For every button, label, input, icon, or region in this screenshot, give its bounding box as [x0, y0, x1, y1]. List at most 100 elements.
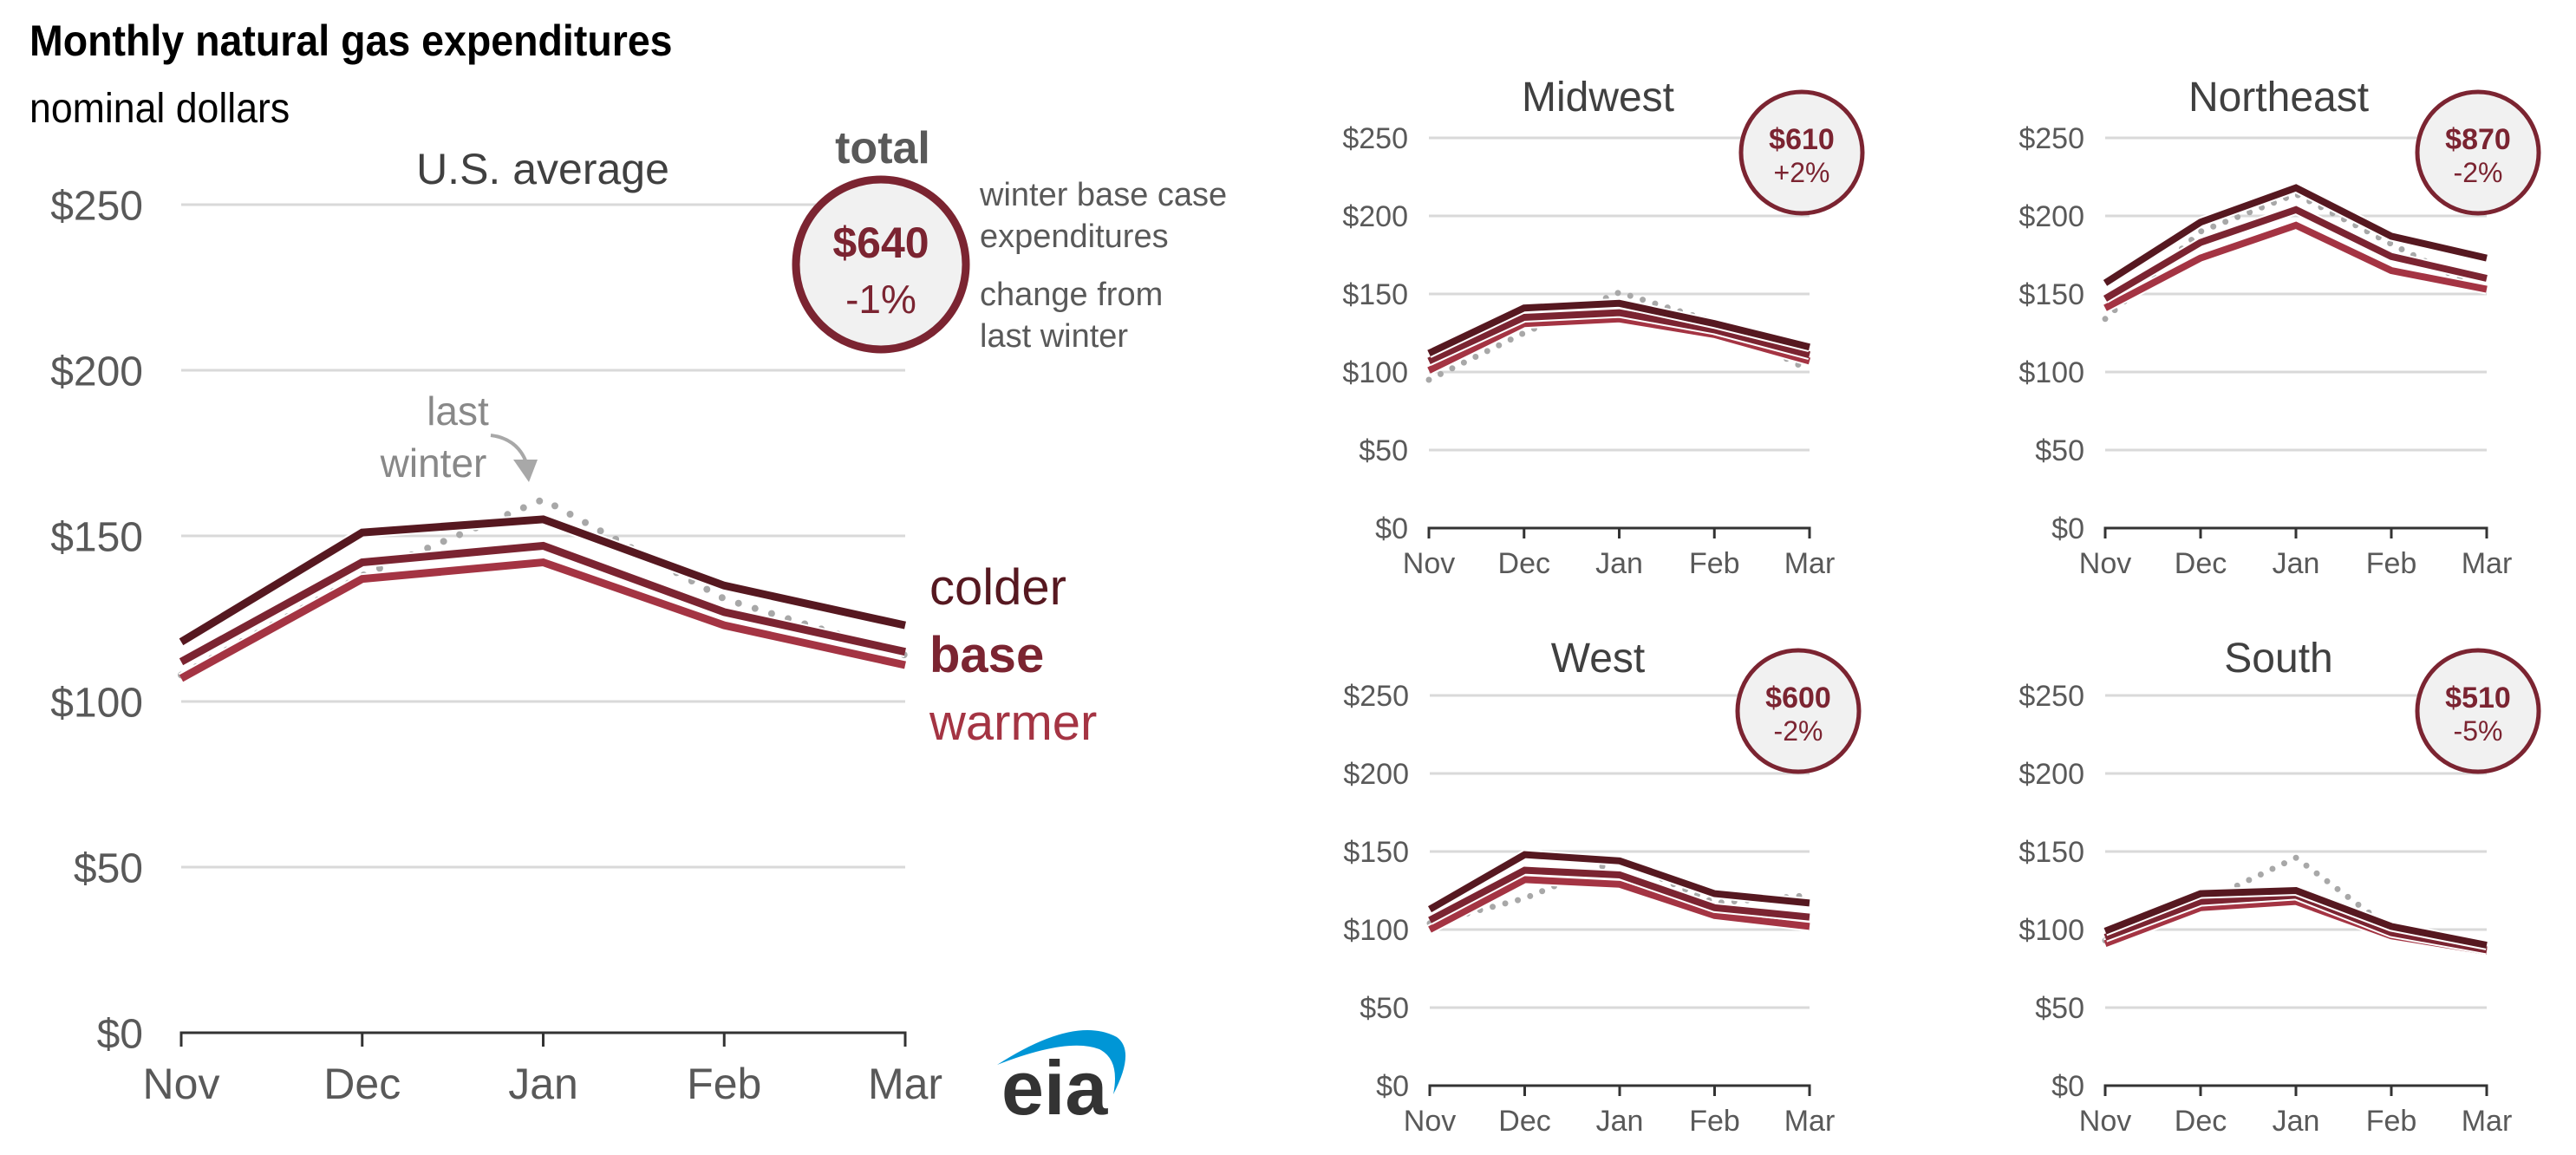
chart-panel-midwest: Midwest $0 $50 $100 $150 $200 $250 Nov Dec Jan Feb… [1342, 75, 1865, 580]
x-tick-label: Jan [508, 1060, 578, 1108]
badge-total-value: $640 [832, 219, 929, 267]
x-tick-label: Feb [687, 1060, 761, 1108]
y-tick-label: $250 [2018, 122, 2084, 155]
total-badge: $870-2% [2415, 89, 2541, 216]
badge-change-value: -5% [2454, 715, 2503, 747]
badge-total-value: $510 [2445, 682, 2511, 715]
series-line-last-winter [178, 495, 909, 679]
chart-panel-northeast: Northeast $0 $50 $100 $150 $200 $250 Nov Dec Jan F… [2018, 75, 2541, 580]
y-tick-label: $0 [2051, 1070, 2084, 1103]
x-tick-label: Nov [1403, 547, 1455, 580]
x-tick-label: Mar [868, 1060, 942, 1108]
x-tick-label: Jan [1595, 547, 1643, 580]
y-tick-label: $250 [1342, 122, 1408, 155]
series-line-last-winter [2102, 854, 2490, 956]
panel-title: West [1551, 636, 1645, 682]
chart-subtitle: nominal dollars [29, 86, 290, 132]
badge-circle [792, 175, 970, 354]
badge-total-value: $870 [2445, 123, 2511, 156]
series-line-colder [2103, 886, 2488, 949]
y-tick-label: $250 [50, 183, 143, 229]
y-tick-label: $100 [1343, 914, 1409, 947]
badge-circle [2415, 648, 2541, 774]
series-line-colder [1428, 851, 1810, 913]
y-tick-label: $50 [1359, 434, 1408, 467]
total-badge: $510-5% [2415, 648, 2541, 774]
x-tick-label: Feb [2366, 1105, 2417, 1138]
legend-base: base [929, 627, 1044, 683]
x-tick-label: Feb [1689, 547, 1740, 580]
eia-logo-text: eia [1001, 1045, 1108, 1131]
y-tick-label: $50 [74, 845, 143, 891]
y-tick-label: $50 [1360, 992, 1409, 1025]
y-tick-label: $150 [50, 514, 143, 560]
panel-title: Midwest [1522, 75, 1674, 121]
y-tick-label: $0 [1375, 512, 1408, 545]
chart-title: Monthly natural gas expenditures [29, 16, 673, 65]
y-tick-label: $100 [2018, 356, 2084, 389]
y-tick-label: $150 [1342, 278, 1408, 311]
chart-panel-south: South $0 $50 $100 $150 $200 $250 Nov Dec Jan Feb Ma… [2018, 636, 2541, 1138]
badge-circle [1735, 648, 1862, 774]
eia-logo: eia [997, 1029, 1126, 1131]
x-tick-label: Feb [2366, 547, 2417, 580]
total-badge: $610+2% [1738, 89, 1865, 216]
panel-title: U.S. average [416, 145, 669, 193]
series-line-colder [2103, 184, 2488, 286]
panel-title: Northeast [2188, 75, 2369, 121]
x-tick-label: Dec [2175, 547, 2227, 580]
badge-change-value: +2% [1774, 157, 1830, 188]
y-tick-label: $200 [1343, 758, 1409, 791]
x-tick-label: Jan [1596, 1105, 1644, 1138]
x-tick-label: Dec [1498, 1105, 1550, 1138]
series-line-base [1428, 866, 1810, 923]
y-tick-label: $100 [50, 680, 143, 726]
badge-change-value: -2% [2454, 157, 2503, 188]
badge-change-value: -2% [1774, 715, 1823, 747]
series-line-base [1427, 309, 1811, 365]
series-line-warmer [179, 558, 906, 682]
y-tick-label: $250 [2018, 680, 2084, 713]
x-tick-label: Nov [143, 1060, 220, 1108]
series-line-base [179, 541, 906, 666]
badge-value-desc-line2: expenditures [980, 219, 1169, 255]
y-tick-label: $200 [50, 349, 143, 395]
series-line-last-winter [1425, 289, 1813, 383]
x-tick-label: Nov [1404, 1105, 1456, 1138]
x-tick-label: Nov [2079, 1105, 2131, 1138]
y-tick-label: $150 [2018, 836, 2084, 869]
x-tick-label: Mar [1784, 1105, 1836, 1138]
x-tick-label: Dec [1498, 547, 1550, 580]
y-tick-label: $50 [2035, 992, 2084, 1025]
total-badge: $640 -1% [792, 175, 970, 354]
badge-circle [2415, 89, 2541, 216]
chart-panel-west: West $0 $50 $100 $150 $200 $250 Nov Dec Jan Feb Mar… [1343, 636, 1862, 1138]
badge-total-value: $610 [1769, 123, 1835, 156]
total-label: total [835, 123, 930, 173]
y-tick-label: $200 [1342, 200, 1408, 233]
y-tick-label: $200 [2018, 758, 2084, 791]
y-tick-label: $50 [2035, 434, 2084, 467]
series-line-warmer [2103, 221, 2488, 311]
y-tick-label: $150 [2018, 278, 2084, 311]
y-tick-label: $200 [2018, 200, 2084, 233]
last-winter-arrow-icon [490, 434, 538, 482]
x-tick-label: Mar [1784, 547, 1836, 580]
legend-warmer: warmer [929, 695, 1097, 751]
series-line-base [2103, 206, 2488, 302]
legend-colder: colder [929, 559, 1066, 616]
x-tick-label: Jan [2273, 547, 2320, 580]
x-tick-label: Mar [2462, 547, 2513, 580]
x-tick-label: Dec [2175, 1105, 2227, 1138]
total-badge: $600-2% [1735, 648, 1862, 774]
y-tick-label: $0 [97, 1011, 143, 1057]
last-winter-label-line1: last [427, 388, 489, 434]
badge-value-desc-line1: winter base case [979, 177, 1227, 213]
x-tick-label: Dec [323, 1060, 401, 1108]
y-tick-label: $150 [1343, 836, 1409, 869]
series-line-colder [179, 515, 906, 646]
eia-logo-swoosh-icon [997, 1029, 1126, 1094]
badge-change-value: -1% [845, 277, 916, 322]
y-tick-label: $0 [1376, 1070, 1409, 1103]
